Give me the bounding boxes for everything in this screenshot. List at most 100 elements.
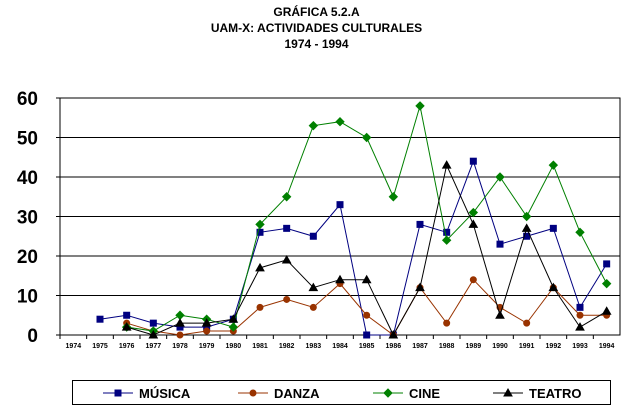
- y-tick-label: 30: [17, 208, 38, 229]
- data-point-cine: [388, 192, 399, 202]
- x-tick-label: 1975: [92, 343, 108, 350]
- data-point-cine: [308, 120, 319, 131]
- data-point-danza: [443, 319, 451, 327]
- data-point-musica: [549, 224, 557, 232]
- legend-swatch-danza: [238, 389, 268, 397]
- legend-marker: [383, 388, 393, 398]
- legend-label: DANZA: [274, 385, 320, 401]
- data-point-cine: [548, 160, 559, 170]
- x-tick-label: 1993: [572, 343, 588, 350]
- legend-item-musica: MÚSICA: [103, 385, 190, 401]
- x-tick-label: 1977: [146, 343, 162, 350]
- legend-item-danza: DANZA: [238, 385, 320, 401]
- data-point-danza: [309, 303, 317, 311]
- data-point-cine: [601, 278, 612, 289]
- data-point-musica: [96, 315, 104, 323]
- data-point-cine: [468, 207, 479, 218]
- chart-subtitle: UAM-X: ACTIVIDADES CULTURALES: [210, 21, 423, 35]
- data-point-cine: [495, 172, 505, 182]
- data-point-teatro: [495, 310, 505, 319]
- y-tick-label: 0: [27, 326, 38, 347]
- legend-marker: [503, 387, 513, 397]
- data-point-cine: [575, 227, 585, 238]
- legend-item-teatro: TEATRO: [493, 385, 581, 401]
- x-tick-label: 1985: [359, 343, 375, 350]
- line-chart: 0 10 20 30 40 50 60 1974 1975 1976 1977 1978 1979 198…: [17, 89, 621, 350]
- data-point-teatro: [255, 262, 265, 272]
- y-tick-label: 10: [17, 287, 38, 308]
- x-tick-label: 1986: [386, 343, 402, 350]
- data-point-musica: [309, 232, 317, 240]
- data-point-musica: [603, 260, 611, 268]
- data-point-teatro: [148, 329, 159, 339]
- x-tick-label: 1976: [119, 343, 135, 350]
- data-point-cine: [415, 101, 425, 111]
- x-tick-label: 1994: [599, 343, 615, 350]
- data-point-teatro: [201, 318, 212, 327]
- data-point-cine: [441, 235, 452, 245]
- data-point-musica: [469, 157, 477, 165]
- chart-titles: GRÁFICA 5.2.A UAM-X: ACTIVIDADES CULTURA…: [0, 4, 633, 52]
- x-tick-label: 1990: [492, 343, 508, 350]
- data-point-musica: [283, 224, 291, 232]
- chart-legend: MÚSICA DANZA CINE TEATRO: [72, 380, 611, 405]
- x-tick-label: 1980: [226, 343, 242, 350]
- data-point-teatro: [601, 306, 612, 315]
- legend-swatch-teatro: [493, 387, 523, 397]
- data-point-teatro: [121, 322, 132, 331]
- data-point-teatro: [228, 314, 239, 323]
- data-point-musica: [496, 240, 504, 248]
- data-point-danza: [283, 295, 291, 303]
- data-point-danza: [469, 276, 477, 284]
- legend-swatch-cine: [373, 388, 403, 398]
- data-point-cine: [335, 116, 345, 127]
- data-point-teatro: [521, 223, 532, 232]
- x-tick-label: 1982: [279, 343, 295, 350]
- data-point-cine: [175, 310, 185, 320]
- data-point-danza: [176, 331, 184, 339]
- data-point-teatro: [335, 274, 345, 284]
- data-point-danza: [256, 303, 264, 311]
- legend-label: CINE: [409, 385, 441, 401]
- x-tick-label: 1984: [332, 343, 348, 350]
- data-point-musica: [576, 303, 584, 311]
- x-tick-label: 1983: [306, 343, 322, 350]
- x-tick-label: 1989: [466, 343, 482, 350]
- plot-frame: [59, 97, 621, 336]
- x-tick-label: 1981: [252, 343, 268, 350]
- data-point-danza: [203, 327, 211, 335]
- data-point-teatro: [575, 322, 585, 331]
- data-point-teatro: [308, 282, 319, 292]
- data-point-cine: [228, 322, 239, 332]
- legend-item-cine: CINE: [373, 385, 440, 401]
- data-point-musica: [149, 319, 157, 327]
- series-line-musica: [99, 159, 608, 336]
- data-point-danza: [523, 319, 531, 327]
- data-point-teatro: [415, 282, 425, 292]
- legend-label: TEATRO: [529, 385, 582, 401]
- x-tick-label: 1987: [412, 343, 428, 350]
- x-tick-label: 1991: [519, 343, 535, 350]
- y-tick-label: 50: [17, 129, 38, 150]
- legend-marker: [249, 389, 257, 397]
- data-point-danza: [576, 311, 584, 319]
- data-point-musica: [336, 201, 344, 209]
- legend-label: MÚSICA: [139, 385, 191, 401]
- data-point-teatro: [468, 219, 479, 228]
- x-tick-label: 1992: [546, 343, 562, 350]
- data-point-cine: [255, 219, 265, 230]
- data-point-cine: [521, 211, 532, 222]
- data-point-musica: [123, 311, 131, 319]
- x-tick-label: 1988: [439, 343, 455, 350]
- data-point-cine: [281, 192, 292, 202]
- data-point-musica: [443, 228, 451, 236]
- data-point-teatro: [281, 254, 292, 264]
- data-point-teatro: [548, 282, 559, 292]
- data-point-cine: [361, 132, 372, 143]
- x-tick-label: 1979: [199, 343, 215, 350]
- x-tick-label: 1978: [172, 343, 188, 350]
- legend-swatch-musica: [103, 389, 133, 397]
- x-tick-label: 1974: [66, 343, 82, 350]
- legend-marker: [114, 389, 122, 397]
- y-tick-label: 60: [17, 89, 38, 110]
